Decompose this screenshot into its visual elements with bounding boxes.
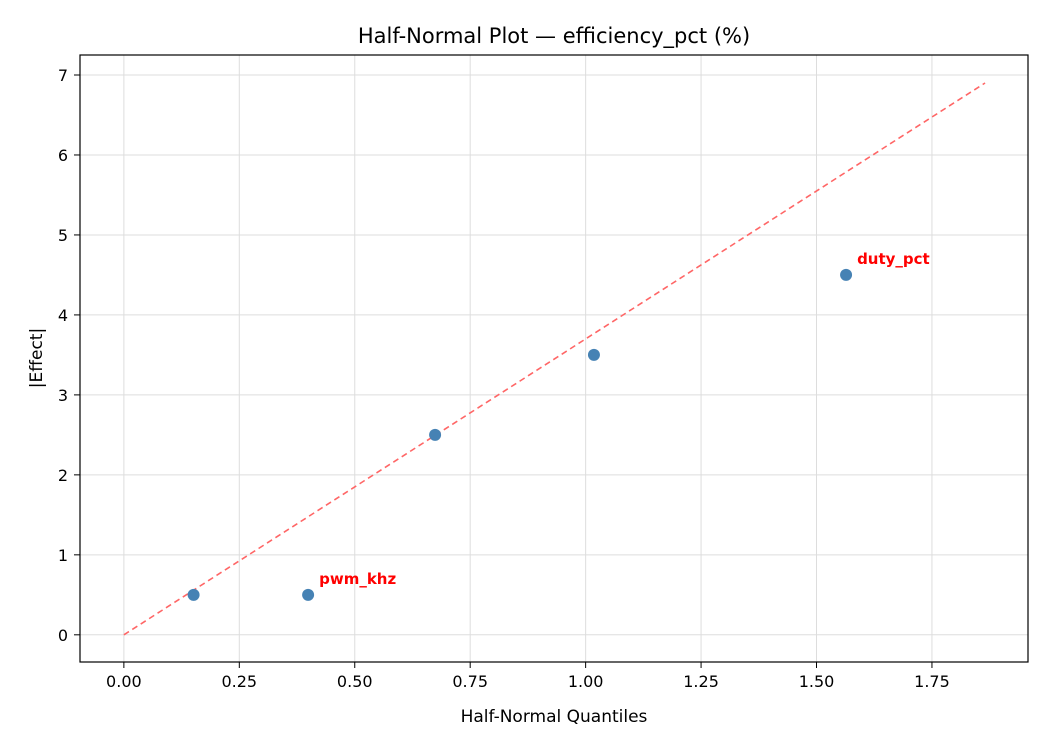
- chart-title: Half-Normal Plot — efficiency_pct (%): [358, 24, 750, 49]
- x-tick-label: 1.50: [799, 672, 835, 691]
- point-label: pwm_khz: [319, 570, 396, 588]
- x-tick-label: 0.00: [106, 672, 142, 691]
- y-tick-label: 3: [58, 386, 68, 405]
- plot-frame: [79, 54, 1029, 663]
- data-point: [840, 268, 853, 281]
- y-tick-label: 2: [58, 466, 68, 485]
- data-point: [302, 588, 315, 601]
- x-tick-label: 1.25: [683, 672, 719, 691]
- point-label: duty_pct: [857, 250, 930, 268]
- y-axis-label: |Effect|: [27, 328, 47, 388]
- x-tick-label: 1.75: [914, 672, 950, 691]
- y-tick-label: 5: [58, 226, 68, 245]
- y-tick-label: 0: [58, 626, 68, 645]
- data-point: [587, 348, 600, 361]
- y-tick-label: 4: [58, 306, 68, 325]
- x-tick-label: 1.00: [568, 672, 604, 691]
- data-point: [429, 428, 442, 441]
- x-tick-label: 0.50: [337, 672, 373, 691]
- x-tick-label: 0.25: [221, 672, 257, 691]
- data-point: [187, 588, 200, 601]
- y-tick-label: 6: [58, 146, 68, 165]
- y-tick-label: 7: [58, 66, 68, 85]
- reference-line: [123, 82, 986, 636]
- x-axis-label: Half-Normal Quantiles: [461, 707, 648, 727]
- x-tick-label: 0.75: [452, 672, 488, 691]
- y-tick-label: 1: [58, 546, 68, 565]
